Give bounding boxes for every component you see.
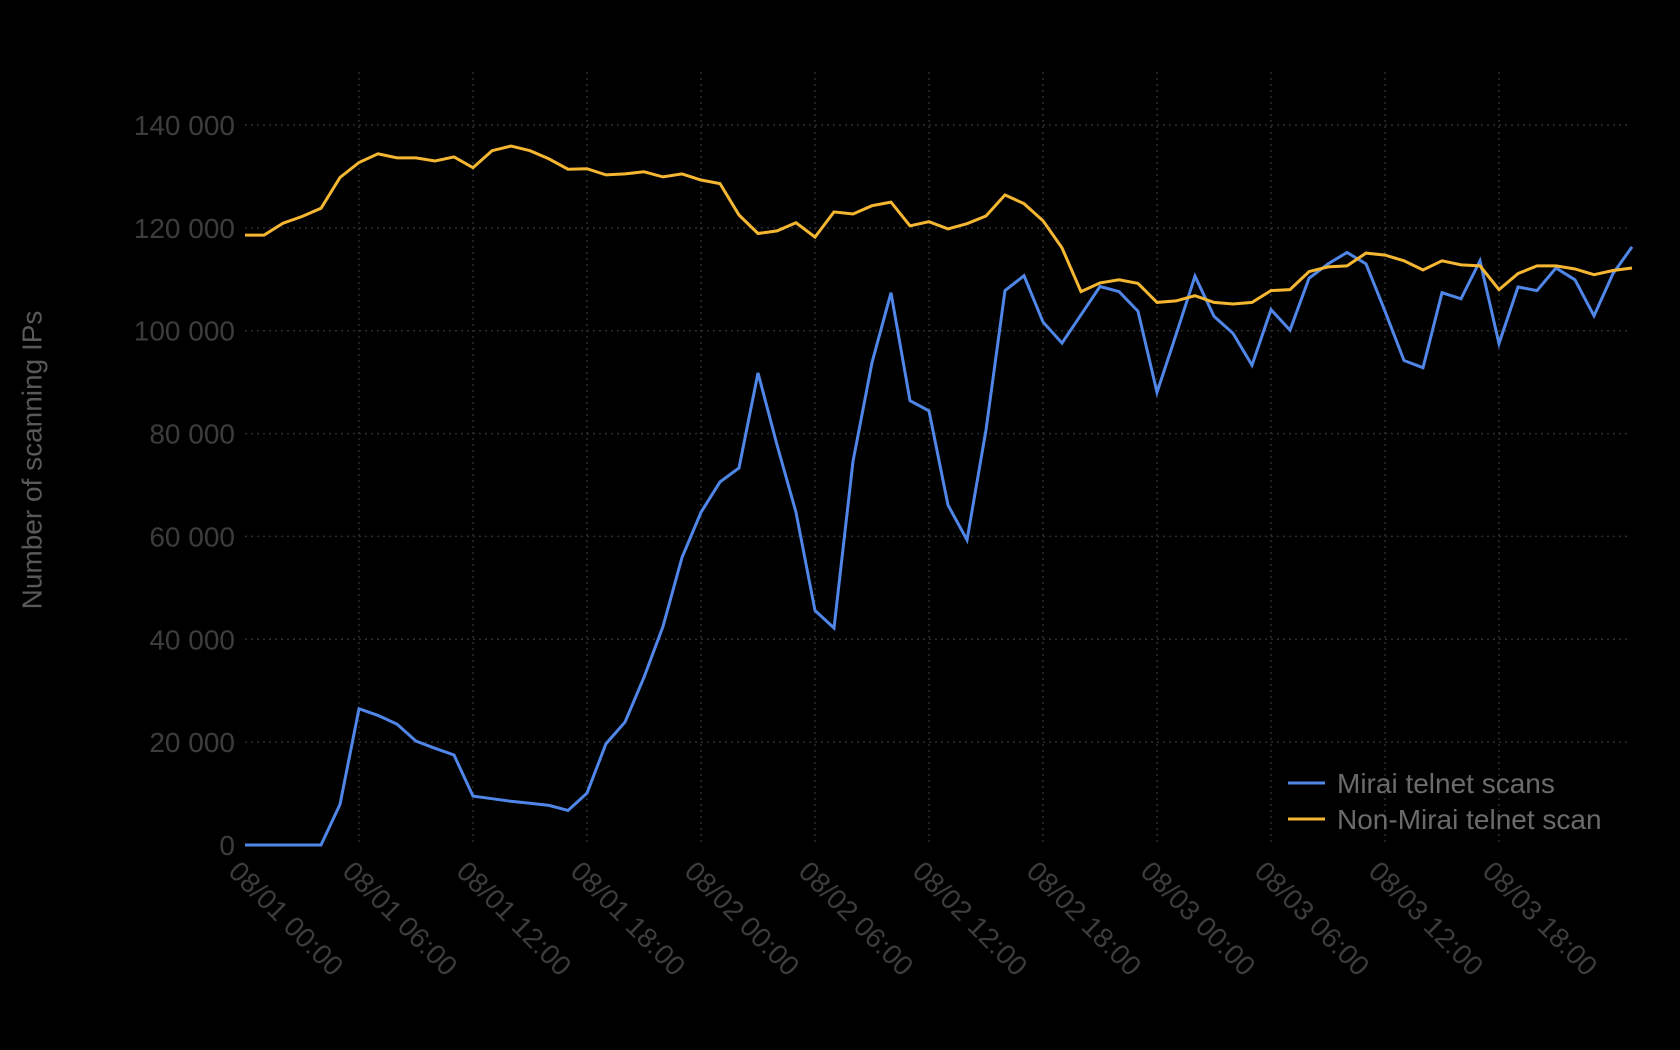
y-tick-label: 60 000 <box>149 521 235 552</box>
y-tick-label: 40 000 <box>149 624 235 655</box>
y-tick-label: 120 000 <box>134 213 235 244</box>
series-layer <box>245 144 1634 847</box>
x-tick-label: 08/01 06:00 <box>337 855 464 982</box>
x-tick-label: 08/02 00:00 <box>679 855 806 982</box>
x-tick-label: 08/01 00:00 <box>223 855 350 982</box>
series-mirai-line <box>245 246 1634 847</box>
y-tick-label: 100 000 <box>134 316 235 347</box>
vertical-gridlines <box>358 72 1500 845</box>
x-tick-label: 08/02 18:00 <box>1021 855 1148 982</box>
legend: Mirai telnet scans Non-Mirai telnet scan <box>1288 768 1602 835</box>
x-tick-label: 08/02 12:00 <box>907 855 1034 982</box>
horizontal-gridlines <box>245 124 1630 743</box>
y-axis-tick-labels: 0 20 000 40 000 60 000 80 000 100 000 120 000 1… <box>134 110 235 861</box>
legend-label-mirai: Mirai telnet scans <box>1337 768 1555 799</box>
y-tick-label: 0 <box>219 830 235 861</box>
x-tick-label: 08/03 06:00 <box>1249 855 1376 982</box>
y-tick-label: 20 000 <box>149 727 235 758</box>
y-tick-label: 140 000 <box>134 110 235 141</box>
legend-item-non-mirai: Non-Mirai telnet scan <box>1288 804 1602 835</box>
x-tick-label: 08/03 18:00 <box>1477 855 1604 982</box>
y-axis-label: Number of scanning IPs <box>16 311 47 610</box>
series-non-mirai-line <box>245 144 1633 306</box>
y-tick-label: 80 000 <box>149 419 235 450</box>
x-tick-label: 08/01 18:00 <box>565 855 692 982</box>
x-tick-label: 08/02 06:00 <box>793 855 920 982</box>
legend-item-mirai: Mirai telnet scans <box>1288 768 1555 799</box>
x-tick-label: 08/01 12:00 <box>451 855 578 982</box>
legend-label-non-mirai: Non-Mirai telnet scan <box>1337 804 1602 835</box>
x-tick-label: 08/03 00:00 <box>1135 855 1262 982</box>
x-tick-label: 08/03 12:00 <box>1363 855 1490 982</box>
